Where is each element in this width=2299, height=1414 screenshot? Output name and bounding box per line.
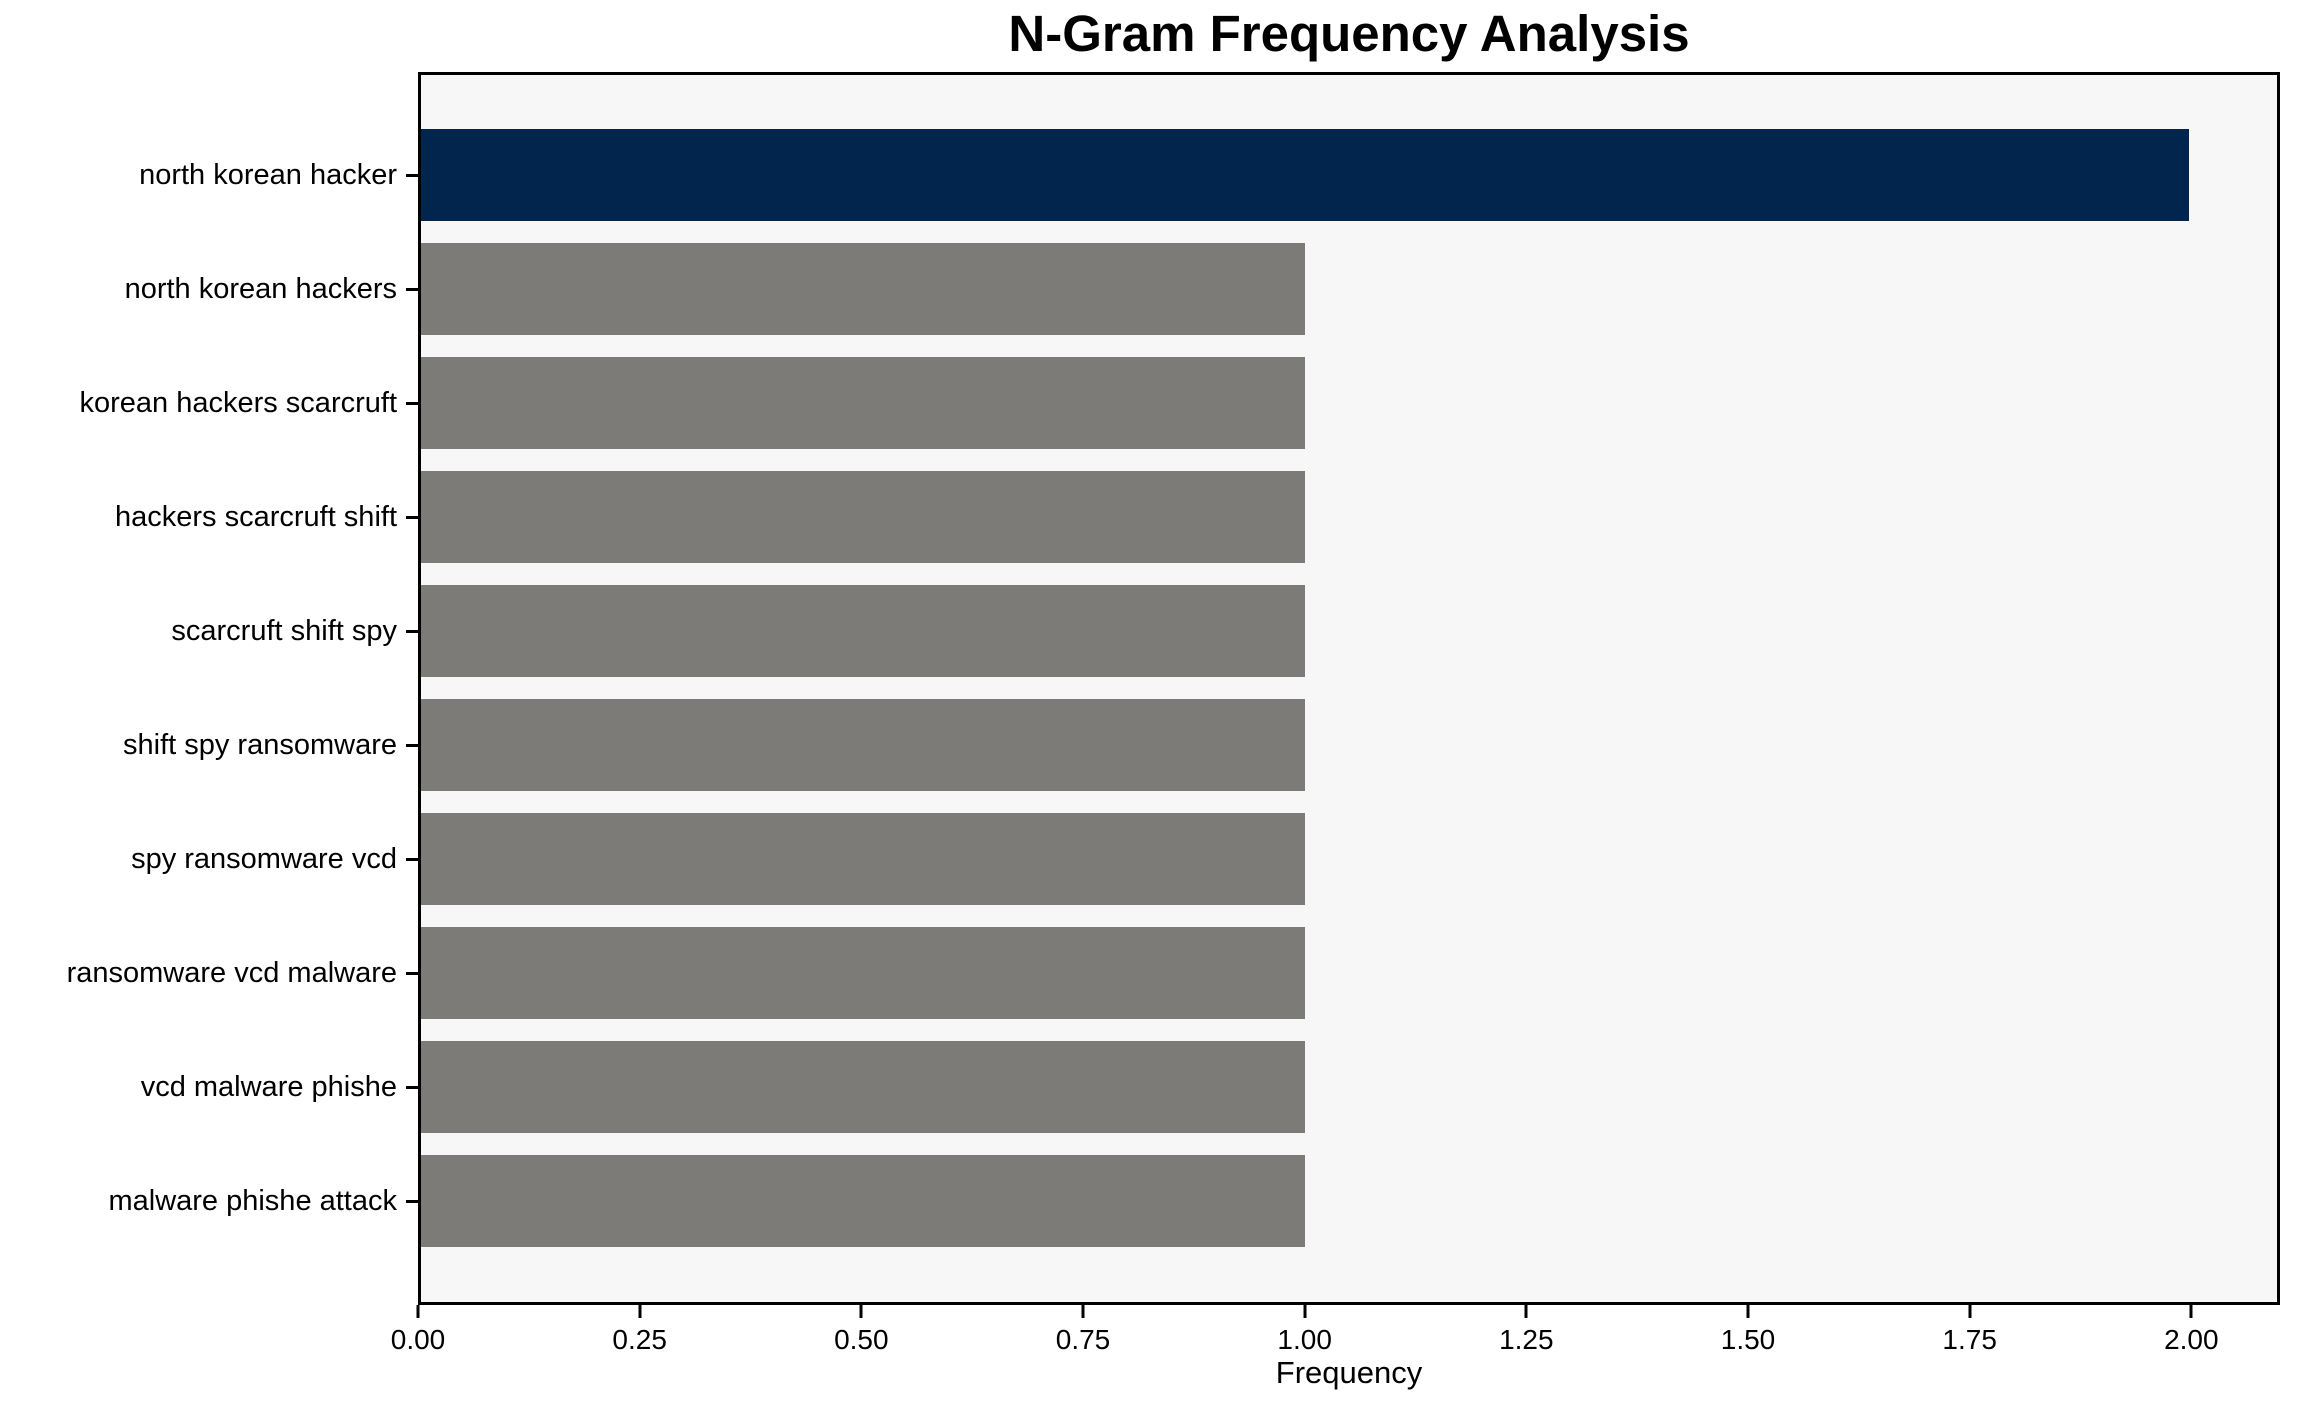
y-tick-label: hackers scarcruft shift [114, 500, 397, 533]
bar-shift-spy-ransomware [421, 699, 1305, 791]
y-label-row: ransomware vcd malware [0, 927, 418, 1019]
y-tick-label: korean hackers scarcruft [79, 386, 397, 419]
x-tick-mark [859, 1305, 863, 1318]
bar-row [421, 129, 2277, 221]
bar-ransomware-vcd-malware [421, 927, 1305, 1019]
x-tick-mark [1746, 1305, 1750, 1318]
bar-vcd-malware-phishe [421, 1041, 1305, 1133]
bar-north-korean-hackers [421, 243, 1305, 335]
y-tick-mark [406, 173, 418, 177]
y-tick-mark [406, 287, 418, 291]
x-tick-label: 1.50 [1720, 1324, 1776, 1355]
x-axis-title: Frequency [1275, 1355, 1423, 1390]
bar-row [421, 927, 2277, 1019]
bar-spy-ransomware-vcd [421, 813, 1305, 905]
bar-korean-hackers-scarcruft [421, 357, 1305, 449]
y-label-row: scarcruft shift spy [0, 585, 418, 677]
x-tick-label: 1.25 [1499, 1324, 1554, 1355]
y-tick-mark [406, 1199, 418, 1203]
bar-row [421, 585, 2277, 677]
bar-row [421, 1041, 2277, 1133]
x-tick-mark [638, 1305, 642, 1318]
bar-hackers-scarcruft-shift [421, 471, 1305, 563]
y-tick-label: shift spy ransomware [123, 728, 397, 761]
y-label-row: shift spy ransomware [0, 699, 418, 791]
y-tick-label: vcd malware phishe [140, 1070, 397, 1103]
y-label-row: korean hackers scarcruft [0, 357, 418, 449]
bar-row [421, 357, 2277, 449]
y-label-row: north korean hacker [0, 129, 418, 221]
y-label-row: spy ransomware vcd [0, 813, 418, 905]
x-tick-mark [1524, 1305, 1528, 1318]
x-tick-label: 0.50 [834, 1324, 889, 1355]
x-tick-mark [1081, 1305, 1085, 1318]
bar-row [421, 471, 2277, 563]
x-tick-label: 0.00 [390, 1324, 446, 1355]
bar-row [421, 699, 2277, 791]
x-tick-mark [416, 1305, 420, 1318]
bar-malware-phishe-attack [421, 1155, 1305, 1247]
y-tick-label: spy ransomware vcd [131, 842, 397, 875]
bar-scarcruft-shift-spy [421, 585, 1305, 677]
y-tick-mark [406, 857, 418, 861]
x-tick-mark [1968, 1305, 1972, 1318]
x-axis: 0.00 0.25 0.50 0.75 1.00 1.25 1.50 1.75 2.00 [391, 1305, 2280, 1410]
bars-container [421, 75, 2277, 1302]
y-tick-mark [406, 515, 418, 519]
x-tick-label: 1.00 [1277, 1324, 1332, 1355]
y-tick-label: scarcruft shift spy [171, 614, 397, 647]
plot-area [418, 72, 2280, 1305]
bar-row [421, 813, 2277, 905]
y-label-row: hackers scarcruft shift [0, 471, 418, 563]
y-axis: north korean hacker north korean hackers k… [0, 72, 418, 1305]
x-tick-label: 0.25 [612, 1324, 667, 1355]
y-tick-mark [406, 629, 418, 633]
y-tick-mark [406, 401, 418, 405]
x-tick-label: 1.75 [1942, 1324, 1997, 1355]
y-tick-mark [406, 1085, 418, 1089]
bar-row [421, 243, 2277, 335]
y-tick-label: malware phishe attack [108, 1184, 397, 1217]
y-tick-label: north korean hackers [124, 272, 397, 305]
x-tick-label: 2.00 [2164, 1324, 2219, 1355]
chart-title: N-Gram Frequency Analysis [1008, 5, 1690, 62]
y-label-row: malware phishe attack [0, 1155, 418, 1247]
y-tick-label: north korean hacker [139, 158, 397, 191]
x-tick-mark [1303, 1305, 1307, 1318]
y-tick-mark [406, 971, 418, 975]
y-label-row: north korean hackers [0, 243, 418, 335]
y-tick-mark [406, 743, 418, 747]
x-tick-mark [2189, 1305, 2193, 1318]
bar-row [421, 1155, 2277, 1247]
y-tick-label: ransomware vcd malware [66, 956, 397, 989]
bar-north-korean-hacker [421, 129, 2189, 221]
y-label-row: vcd malware phishe [0, 1041, 418, 1133]
x-tick-label: 0.75 [1055, 1324, 1111, 1355]
